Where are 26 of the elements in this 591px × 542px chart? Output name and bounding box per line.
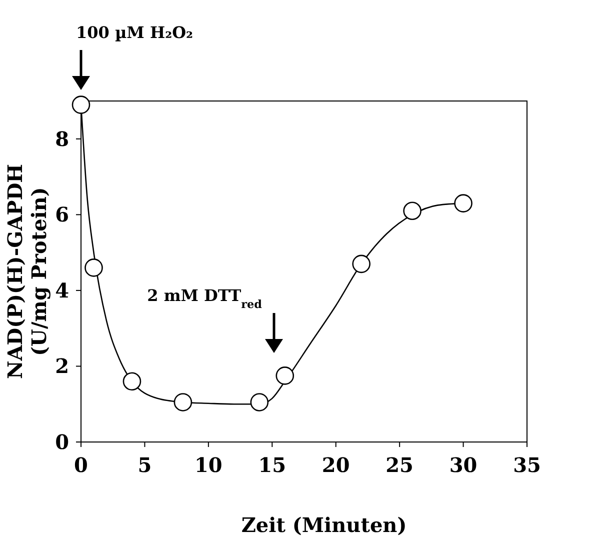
x-tick-label: 25 <box>386 453 414 477</box>
y-axis-title: NAD(P)(H)-GAPDH (U/mg Protein) <box>3 164 51 380</box>
x-tick-label: 20 <box>322 453 350 477</box>
x-tick-label: 35 <box>513 453 541 477</box>
x-axis-title: Zeit (Minuten) <box>241 513 407 537</box>
x-tick-label: 0 <box>74 453 88 477</box>
point <box>72 96 90 114</box>
y-tick-label: 2 <box>55 354 69 378</box>
point <box>174 393 192 412</box>
y-tick-label: 4 <box>55 278 70 302</box>
point <box>454 194 472 212</box>
point <box>122 372 142 391</box>
point <box>84 258 103 277</box>
annotation: 2 mM DTT$_{red}$ <box>147 286 262 311</box>
y-tick-label: 6 <box>55 202 69 227</box>
y-tick-label: 0 <box>55 430 69 454</box>
x-tick-label: 30 <box>449 453 478 477</box>
point <box>250 393 269 412</box>
y-tick-label: 8 <box>55 126 69 151</box>
point <box>403 202 422 220</box>
x-tick-label: 10 <box>194 453 222 477</box>
x-tick-label: 5 <box>138 453 152 477</box>
x-tick-label: 15 <box>258 453 286 477</box>
point <box>276 366 294 385</box>
point <box>352 254 370 274</box>
text: 100 µM H₂O₂ <box>76 23 194 42</box>
